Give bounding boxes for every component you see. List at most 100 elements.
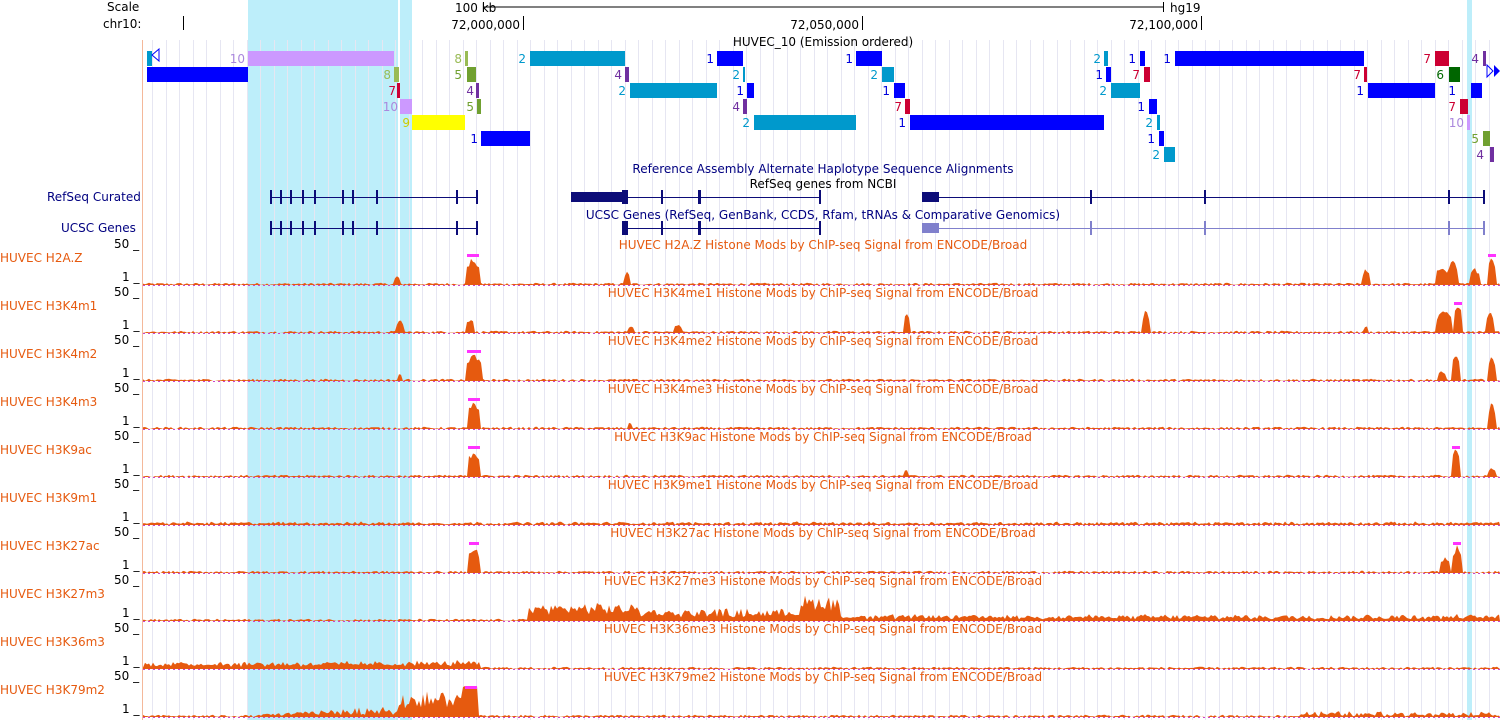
signal-ymin-label: 1 _ (122, 558, 140, 572)
segway-segment (1483, 51, 1486, 66)
segway-segment (1449, 67, 1460, 82)
signal-clip-marker (468, 446, 480, 449)
signal-track: HUVEC H3K36me3 Histone Mods by ChIP-seq … (143, 622, 1500, 670)
gene-exon (302, 190, 304, 204)
signal-area (143, 258, 1500, 285)
signal-track: HUVEC H3K27me3 Histone Mods by ChIP-seq … (143, 574, 1500, 622)
segway-segment (910, 115, 1104, 130)
segway-state-label: 7 (894, 100, 902, 114)
segway-segment (530, 51, 625, 66)
segway-segment (1106, 67, 1111, 82)
gene-exon (352, 190, 354, 204)
segway-state-label: 1 (736, 84, 744, 98)
signal-track-title: HUVEC H3K27ac Histone Mods by ChIP-seq S… (610, 526, 1036, 540)
signal-track-title: HUVEC H3K9me1 Histone Mods by ChIP-seq S… (608, 478, 1039, 492)
gene-exon (376, 221, 378, 235)
gene-exon (1483, 221, 1485, 235)
segway-state-label: 7 (1353, 68, 1361, 82)
signal-track-label[interactable]: HUVEC H3K27ac (0, 539, 100, 553)
gene-exon (661, 190, 663, 204)
signal-track-label[interactable]: HUVEC H2A.Z (0, 251, 83, 265)
segway-segment (1159, 131, 1164, 146)
axis-tick-label: 72,100,000 (1129, 18, 1198, 32)
gene-exon (314, 221, 316, 235)
segway-segment (412, 115, 465, 130)
signal-ymax-label: 50 _ (114, 333, 140, 347)
segway-state-label: 1 (1128, 52, 1136, 66)
segway-segment (481, 131, 530, 146)
segway-segment (465, 51, 468, 66)
browser-canvas[interactable]: 100 kb hg19 72,000,000 72,050,000 72,100,000… (142, 0, 1501, 720)
signal-track-label[interactable]: HUVEC H3K36m3 (0, 635, 105, 649)
axis-tick-label: 72,050,000 (790, 18, 859, 32)
gene-exon-block (922, 192, 939, 202)
signal-track-label[interactable]: HUVEC H3K4m2 (0, 347, 98, 361)
signal-track-title: HUVEC H3K4me2 Histone Mods by ChIP-seq S… (608, 334, 1039, 348)
signal-track-label[interactable]: HUVEC H3K27m3 (0, 587, 105, 601)
signal-track-label[interactable]: HUVEC H3K9ac (0, 443, 92, 457)
signal-track-label[interactable]: HUVEC H3K4m3 (0, 395, 98, 409)
segway-segment (905, 99, 910, 114)
signal-track-title: HUVEC H3K79me2 Histone Mods by ChIP-seq … (604, 670, 1042, 684)
ucsc-gene-1 (270, 221, 478, 235)
signal-area (143, 660, 1500, 669)
scale-label: Scale (107, 0, 140, 14)
signal-track-label[interactable]: HUVEC H3K9m1 (0, 491, 98, 505)
segway-state-label: 2 (742, 116, 750, 130)
segway-segment (882, 67, 894, 82)
gene-exon (819, 190, 821, 204)
signal-ymax-label: 50 _ (114, 621, 140, 635)
segway-state-label: 2 (870, 68, 878, 82)
signal-ymin-label: 1 _ (122, 462, 140, 476)
segway-state-label: 9 (402, 116, 410, 130)
segway-track-title: HUVEC_10 (Emission ordered) (733, 35, 913, 49)
gene-exon (1448, 190, 1450, 204)
segway-state-label: 1 (1163, 52, 1171, 66)
signal-track-title: HUVEC H3K4me1 Histone Mods by ChIP-seq S… (608, 286, 1039, 300)
signal-track-label[interactable]: HUVEC H3K4m1 (0, 299, 98, 313)
segway-segment (1460, 99, 1468, 114)
signal-track-label[interactable]: HUVEC H3K79m2 (0, 683, 105, 697)
assembly-label: hg19 (1170, 1, 1201, 15)
segway-state-label: 8 (383, 68, 391, 82)
segway-segment (467, 67, 476, 82)
signal-track: HUVEC H3K27ac Histone Mods by ChIP-seq S… (143, 526, 1500, 574)
segway-segment (1140, 51, 1145, 66)
signal-ymax-label: 50 _ (114, 285, 140, 299)
axis-tick-label: 72,000,000 (451, 18, 520, 32)
segway-state-label: 1 (1448, 84, 1456, 98)
signal-ymin-label: 1 _ (122, 366, 140, 380)
signal-ymin-label: 1 _ (122, 606, 140, 620)
segway-segment (397, 83, 400, 98)
segway-state-label: 10 (383, 100, 398, 114)
segway-track: 2110871098545124212142121712121712121717… (147, 51, 1494, 162)
chrom-label: chr10: (103, 17, 142, 31)
gene-exon-block (622, 221, 628, 235)
signal-clip-marker (467, 350, 481, 353)
segway-segment (394, 67, 399, 82)
segway-segment (1157, 115, 1160, 130)
segway-state-label: 7 (1423, 52, 1431, 66)
segway-segment (856, 51, 882, 66)
gene-exon (270, 190, 272, 204)
signal-track-title: HUVEC H3K27me3 Histone Mods by ChIP-seq … (604, 574, 1042, 588)
segway-segment (625, 67, 629, 82)
segway-state-label: 4 (466, 84, 474, 98)
refseq-track-label[interactable]: RefSeq Curated (47, 190, 141, 204)
gene-exon (476, 190, 478, 204)
segway-segment (743, 99, 747, 114)
signal-track-title: HUVEC H3K9ac Histone Mods by ChIP-seq Si… (614, 430, 1032, 444)
signal-ymax-label: 50 _ (114, 381, 140, 395)
signal-area (143, 686, 1500, 717)
ucsc-track-label[interactable]: UCSC Genes (61, 221, 136, 235)
segway-state-label: 1 (1095, 68, 1103, 82)
signal-clip-marker (467, 254, 479, 257)
signal-clip-marker (469, 542, 479, 545)
signal-area (143, 354, 1500, 381)
signal-track: HUVEC H3K79me2 Histone Mods by ChIP-seq … (143, 670, 1500, 718)
signal-ymin-label: 1 _ (122, 414, 140, 428)
segway-state-label: 6 (1436, 68, 1444, 82)
segway-state-label: 1 (845, 52, 853, 66)
segway-state-label: 1 (470, 132, 478, 146)
